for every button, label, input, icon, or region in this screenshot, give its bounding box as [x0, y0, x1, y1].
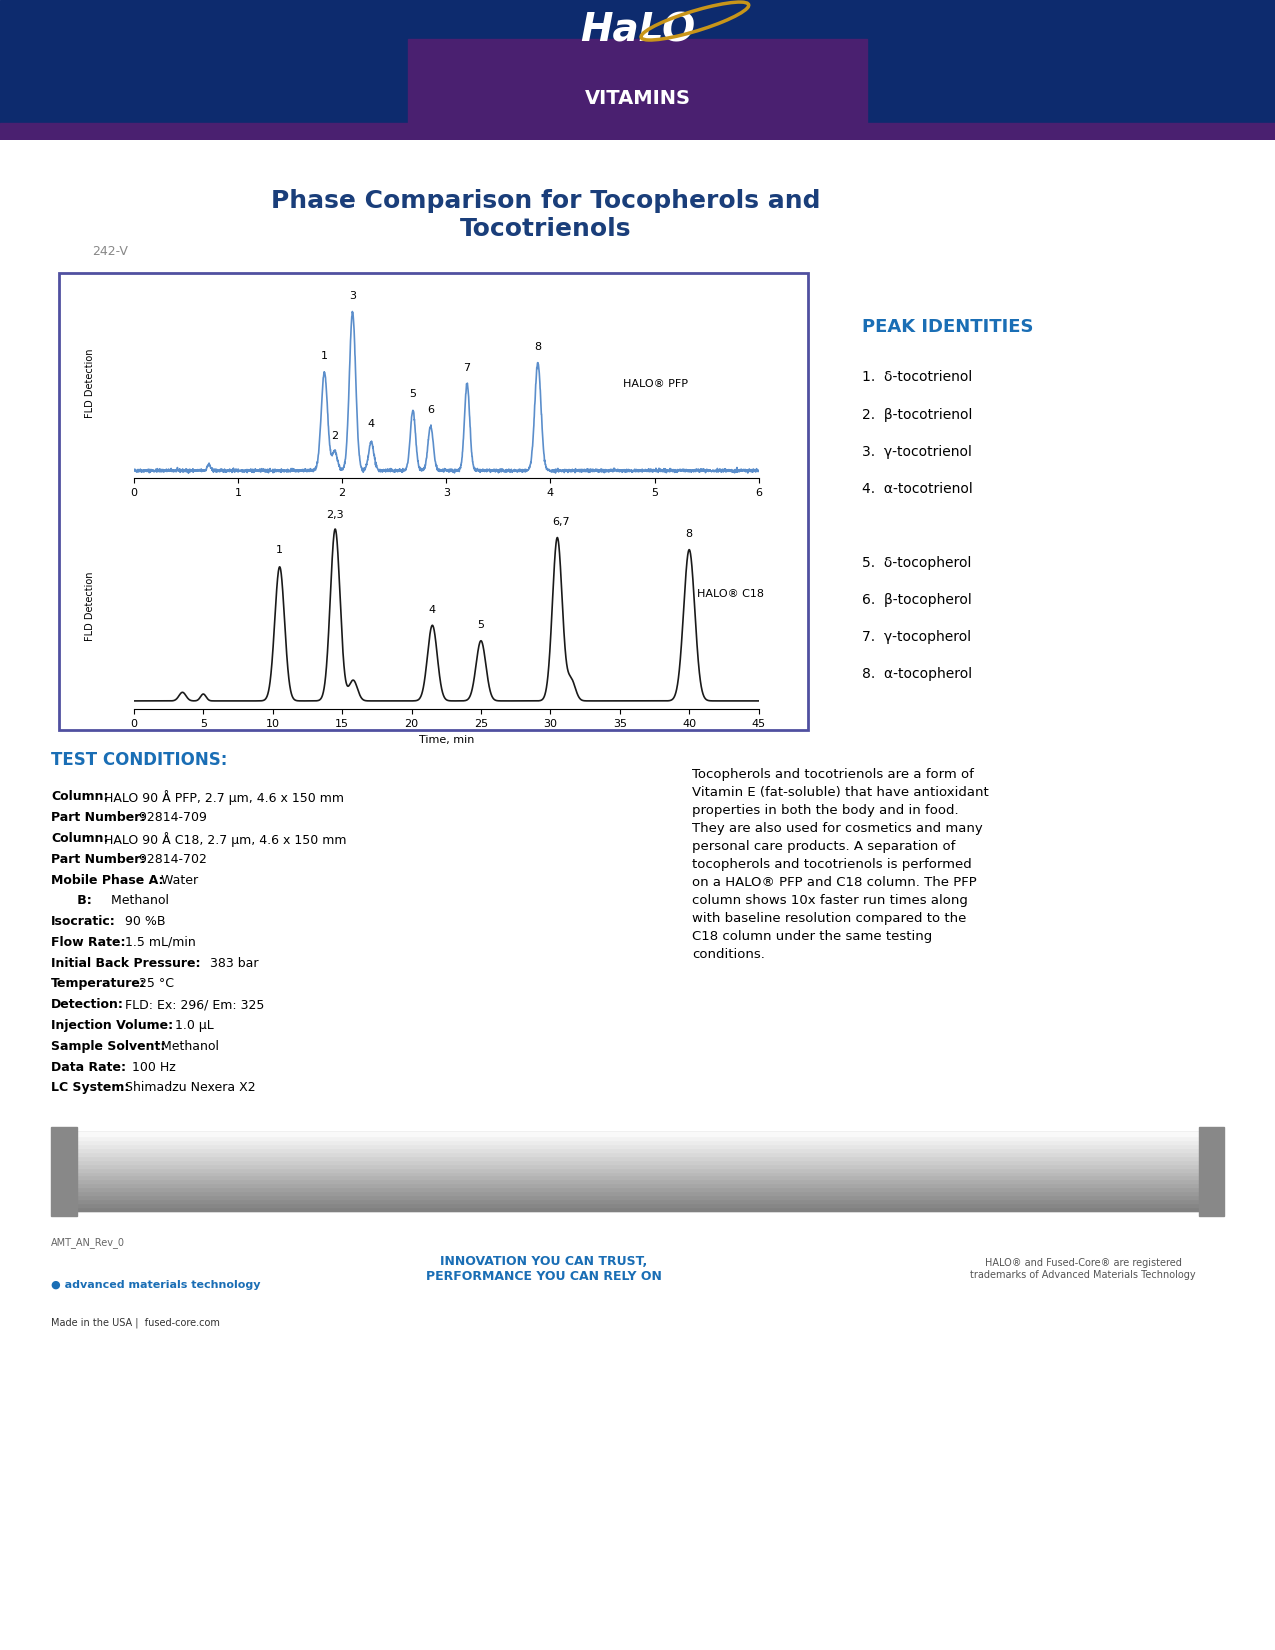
Bar — [64, 1183, 1211, 1188]
Text: 8: 8 — [534, 342, 542, 351]
Bar — [64, 1160, 1211, 1163]
X-axis label: Time, min: Time, min — [418, 734, 474, 744]
Text: Part Number:: Part Number: — [51, 853, 145, 866]
Text: HALO® and Fused-Core® are registered
trademarks of Advanced Materials Technology: HALO® and Fused-Core® are registered tra… — [970, 1259, 1196, 1280]
Text: FLD: Ex: 296/ Em: 325: FLD: Ex: 296/ Em: 325 — [121, 998, 265, 1011]
Bar — [51, 1127, 76, 1216]
Text: Methanol: Methanol — [107, 894, 170, 908]
Text: Data Rate:: Data Rate: — [51, 1061, 130, 1074]
Bar — [64, 1132, 1211, 1211]
Text: Initial Back Pressure:: Initial Back Pressure: — [51, 957, 200, 970]
Bar — [64, 1143, 1211, 1148]
Text: Water: Water — [157, 873, 198, 886]
Text: 7.  γ-tocopherol: 7. γ-tocopherol — [862, 630, 972, 644]
Text: VITAMINS: VITAMINS — [584, 89, 691, 107]
FancyBboxPatch shape — [652, 744, 1261, 1112]
Text: HALO 90 Å PFP, 2.7 μm, 4.6 x 150 mm: HALO 90 Å PFP, 2.7 μm, 4.6 x 150 mm — [101, 790, 344, 805]
Text: 6.  β-tocopherol: 6. β-tocopherol — [862, 592, 972, 607]
Text: Tocopherols and tocotrienols are a form of
Vitamin E (fat-soluble) that have ant: Tocopherols and tocotrienols are a form … — [692, 769, 989, 962]
Text: Temperature:: Temperature: — [51, 977, 145, 990]
Bar — [64, 1200, 1211, 1203]
Text: 2: 2 — [332, 431, 338, 441]
Bar — [64, 1155, 1211, 1160]
Text: 4: 4 — [367, 419, 375, 429]
Text: Methanol: Methanol — [157, 1040, 218, 1053]
Text: Column:: Column: — [51, 832, 108, 845]
Bar — [408, 40, 867, 140]
Bar — [64, 1203, 1211, 1208]
Text: 5: 5 — [409, 389, 417, 399]
Text: Phase Comparison for Tocopherols and
Tocotrienols: Phase Comparison for Tocopherols and Toc… — [272, 190, 820, 241]
Text: TEST CONDITIONS:: TEST CONDITIONS: — [51, 751, 227, 769]
Text: 6: 6 — [427, 406, 434, 416]
Text: 4: 4 — [428, 606, 436, 615]
Text: 3: 3 — [349, 292, 356, 302]
Bar — [64, 1208, 1211, 1211]
Bar — [64, 1172, 1211, 1175]
Text: FLD Detection: FLD Detection — [85, 348, 96, 419]
Text: 8: 8 — [686, 530, 692, 540]
Text: 1: 1 — [277, 544, 283, 554]
Text: ● advanced materials technology: ● advanced materials technology — [51, 1280, 260, 1290]
Bar — [64, 1148, 1211, 1152]
Bar — [64, 1132, 1211, 1135]
Text: 242-V: 242-V — [92, 246, 129, 257]
Text: HALO 90 Å C18, 2.7 μm, 4.6 x 150 mm: HALO 90 Å C18, 2.7 μm, 4.6 x 150 mm — [101, 832, 347, 846]
Bar — [1198, 1127, 1224, 1216]
Text: 6,7: 6,7 — [552, 518, 570, 528]
Text: B:: B: — [51, 894, 92, 908]
Text: 92814-702: 92814-702 — [135, 853, 208, 866]
Text: 25 °C: 25 °C — [135, 977, 175, 990]
Text: 383 bar: 383 bar — [205, 957, 259, 970]
Text: Flow Rate:: Flow Rate: — [51, 936, 125, 949]
Text: 5: 5 — [477, 620, 485, 630]
Text: 4.  α-tocotrienol: 4. α-tocotrienol — [862, 482, 973, 495]
Text: HaLO: HaLO — [580, 12, 695, 50]
Bar — [64, 1140, 1211, 1143]
Text: 90 %B: 90 %B — [121, 916, 166, 927]
Text: PEAK IDENTITIES: PEAK IDENTITIES — [862, 318, 1034, 337]
Bar — [64, 1163, 1211, 1168]
Bar — [64, 1188, 1211, 1191]
Bar — [64, 1152, 1211, 1155]
Text: INNOVATION YOU CAN TRUST,
PERFORMANCE YOU CAN RELY ON: INNOVATION YOU CAN TRUST, PERFORMANCE YO… — [426, 1256, 662, 1284]
Text: 1.5 mL/min: 1.5 mL/min — [121, 936, 196, 949]
Text: Part Number:: Part Number: — [51, 812, 145, 823]
Text: LC System:: LC System: — [51, 1081, 129, 1094]
FancyBboxPatch shape — [59, 274, 808, 729]
Text: 1.  δ-tocotrienol: 1. δ-tocotrienol — [862, 370, 972, 384]
Text: AMT_AN_Rev_0: AMT_AN_Rev_0 — [51, 1238, 125, 1247]
Text: Column:: Column: — [51, 790, 108, 804]
Text: FLD Detection: FLD Detection — [85, 571, 96, 642]
Text: Isocratic:: Isocratic: — [51, 916, 116, 927]
Bar — [0, 124, 1275, 140]
Text: 8.  α-tocopherol: 8. α-tocopherol — [862, 667, 972, 681]
Bar — [64, 1168, 1211, 1172]
Bar — [64, 1191, 1211, 1195]
Text: 7: 7 — [464, 363, 470, 373]
Text: Shimadzu Nexera X2: Shimadzu Nexera X2 — [121, 1081, 256, 1094]
Bar — [64, 1180, 1211, 1183]
Text: 3.  γ-tocotrienol: 3. γ-tocotrienol — [862, 444, 972, 459]
Text: Injection Volume:: Injection Volume: — [51, 1020, 173, 1031]
Text: 92814-709: 92814-709 — [135, 812, 208, 823]
Text: Mobile Phase A:: Mobile Phase A: — [51, 873, 163, 886]
Text: 2.  β-tocotrienol: 2. β-tocotrienol — [862, 408, 973, 421]
Text: 1.0 μL: 1.0 μL — [171, 1020, 213, 1031]
Text: Made in the USA |  fused-core.com: Made in the USA | fused-core.com — [51, 1317, 219, 1328]
Text: 2,3: 2,3 — [326, 510, 344, 520]
Text: 100 Hz: 100 Hz — [129, 1061, 176, 1074]
Text: 5.  δ-tocopherol: 5. δ-tocopherol — [862, 556, 972, 569]
Bar — [64, 1175, 1211, 1180]
Bar — [64, 1195, 1211, 1200]
Text: HALO® C18: HALO® C18 — [697, 589, 764, 599]
Text: Detection:: Detection: — [51, 998, 124, 1011]
Bar — [64, 1135, 1211, 1140]
Text: 1: 1 — [321, 351, 328, 361]
Text: HALO® PFP: HALO® PFP — [623, 378, 689, 389]
Text: Sample Solvent:: Sample Solvent: — [51, 1040, 166, 1053]
